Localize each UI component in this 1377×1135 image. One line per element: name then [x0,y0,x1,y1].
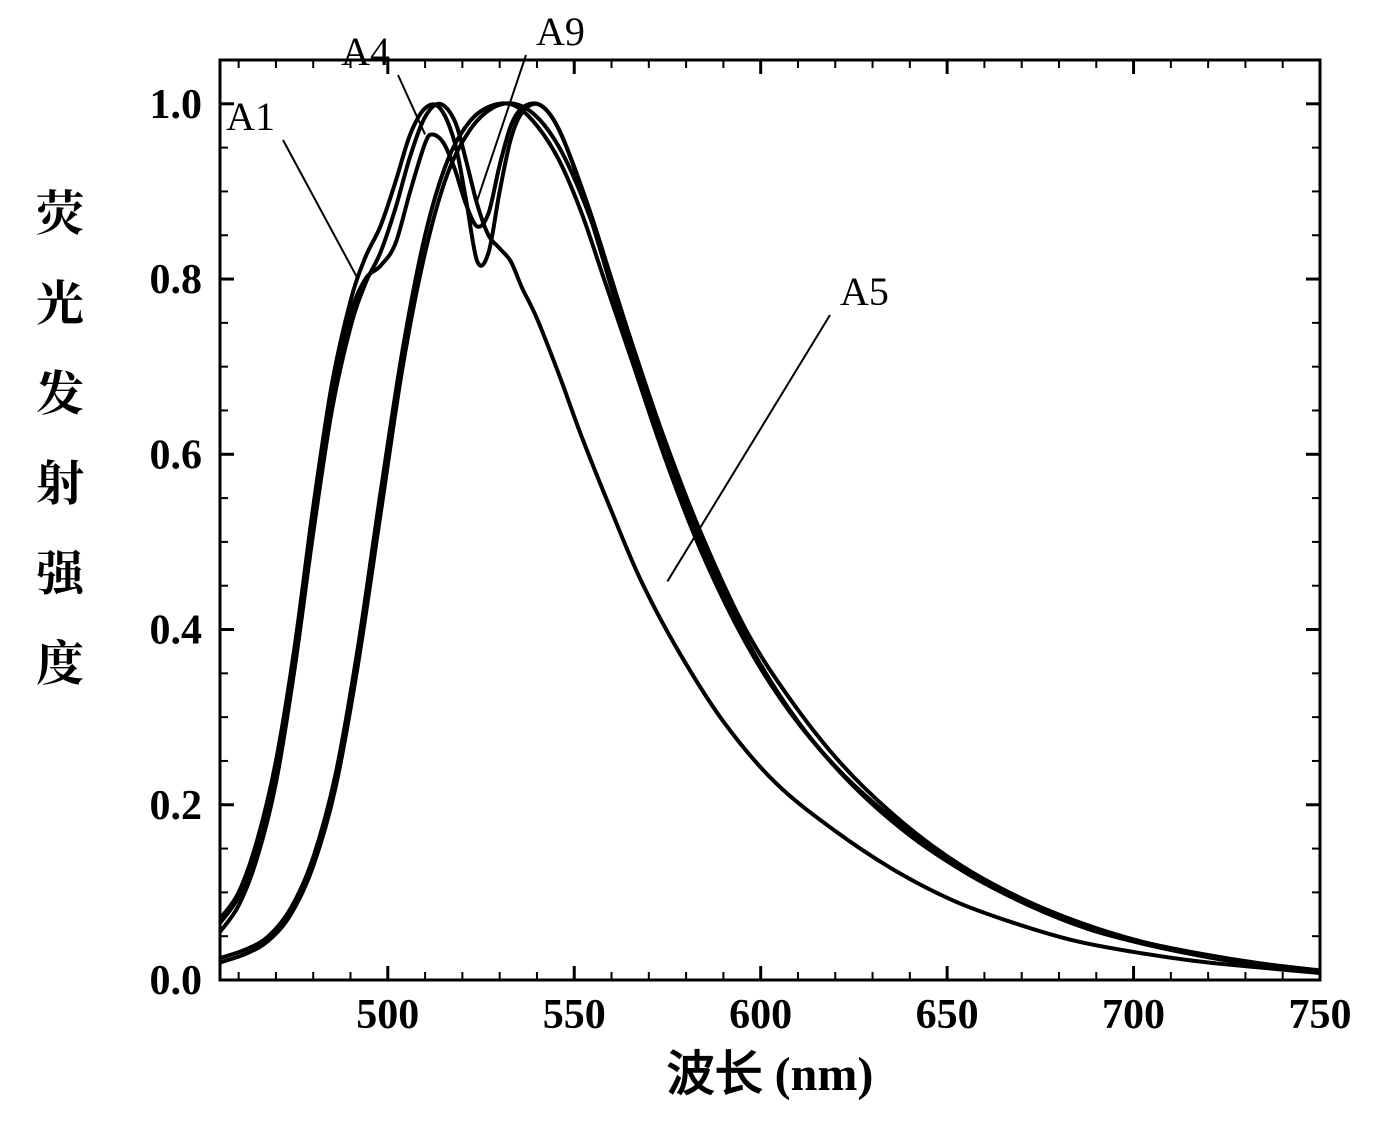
callout-label: A5 [840,269,889,314]
callout-line [283,140,358,279]
svg-text:700: 700 [1102,992,1165,1038]
svg-text:650: 650 [916,992,979,1038]
series-A4 [220,104,1320,973]
svg-text:0.0: 0.0 [150,958,203,1004]
svg-text:750: 750 [1289,992,1352,1038]
svg-text:600: 600 [729,992,792,1038]
svg-text:0.8: 0.8 [150,257,203,303]
y-axis-label-char: 强 [36,535,88,604]
chart-svg: 500 550 600 650 700 750 0.0 0.2 0.4 0.6 0.8 1.0 波长 (… [0,0,1377,1135]
x-axis-label: 波长 (nm) [667,1048,874,1101]
series-A9 [220,104,1320,972]
svg-text:0.6: 0.6 [150,432,203,478]
svg-text:0.4: 0.4 [150,608,203,654]
svg-text:1.0: 1.0 [150,82,203,128]
fluorescence-chart: 500 550 600 650 700 750 0.0 0.2 0.4 0.6 0.8 1.0 波长 (… [0,0,1377,1135]
svg-text:500: 500 [356,992,419,1038]
callout-label: A4 [341,29,390,74]
series-A5b [220,103,1320,971]
y-axis-label-char: 射 [36,445,84,514]
callout-line [398,75,425,134]
callout-label: A1 [226,94,275,139]
callout-line [667,315,830,581]
y-axis-label-char: 荧 [36,175,84,244]
series-A1 [220,103,1320,971]
y-axis-label-char: 光 [36,265,84,334]
y-axis-label-char: 发 [36,355,84,424]
series-A5 [220,103,1320,970]
callout-label: A9 [536,9,585,54]
y-axis-label-char: 度 [36,625,84,694]
svg-text:0.2: 0.2 [150,783,203,829]
svg-text:550: 550 [543,992,606,1038]
